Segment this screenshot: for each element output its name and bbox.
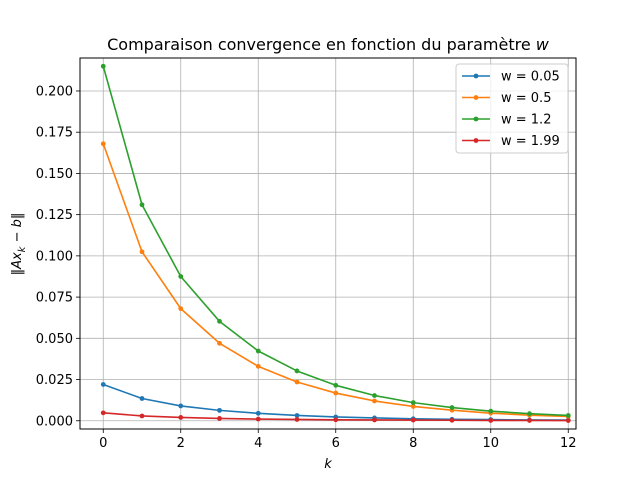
legend-marker — [473, 73, 479, 79]
data-point — [139, 202, 145, 208]
x-tick-label: 2 — [177, 436, 185, 451]
y-tick-label: 0.000 — [36, 414, 73, 429]
data-point — [139, 249, 145, 255]
legend-box — [455, 63, 569, 154]
legend-label: w = 0.5 — [501, 91, 551, 106]
data-point — [255, 348, 261, 354]
x-tick-label: 8 — [409, 436, 417, 451]
data-point — [178, 306, 184, 312]
legend-marker — [473, 116, 479, 122]
y-tick-label: 0.200 — [36, 84, 73, 99]
legend-label: w = 0.05 — [501, 70, 560, 85]
data-point — [255, 410, 261, 416]
series-3 — [100, 63, 571, 418]
data-point — [565, 418, 571, 423]
data-point — [100, 410, 106, 416]
data-point — [527, 411, 532, 417]
data-point — [294, 379, 300, 385]
series-layer — [100, 63, 571, 423]
data-point — [255, 363, 261, 369]
data-point — [255, 416, 261, 422]
data-point — [527, 418, 532, 423]
legend-entry-4: w = 1.99 — [462, 134, 560, 149]
y-tick-label: 0.025 — [36, 373, 73, 388]
x-tick-label: 10 — [482, 436, 499, 451]
series-4 — [100, 410, 571, 423]
chart-title: Comparaison convergence en fonction du p… — [107, 35, 550, 54]
grid — [80, 58, 576, 429]
data-point — [178, 415, 184, 420]
data-point — [372, 393, 377, 398]
data-point — [178, 274, 184, 279]
legend-items: w = 0.05 w = 0.5 w = 1.2 w = 1.99 — [462, 70, 560, 149]
data-point — [100, 141, 106, 147]
legend-marker — [473, 95, 479, 100]
data-point — [217, 340, 222, 346]
data-point — [449, 405, 455, 410]
plot-frame — [79, 57, 577, 430]
data-point — [217, 407, 222, 413]
data-point — [178, 403, 184, 409]
x-tick-label: 12 — [560, 436, 577, 451]
legend-label: w = 1.99 — [501, 134, 560, 149]
data-point — [410, 400, 416, 406]
data-point — [294, 417, 300, 422]
data-point — [449, 417, 455, 423]
y-tick-label: 0.050 — [36, 332, 73, 347]
x-tick-label: 0 — [99, 436, 107, 451]
data-point — [217, 416, 222, 421]
x-axis-label: k — [324, 457, 332, 472]
data-point — [410, 404, 416, 409]
data-point — [139, 413, 145, 419]
data-point — [139, 396, 145, 401]
legend-entry-1: w = 0.05 — [462, 70, 560, 85]
data-point — [333, 417, 339, 423]
data-point — [565, 413, 571, 418]
data-point — [294, 368, 300, 374]
y-tick-label: 0.125 — [36, 208, 73, 223]
data-point — [372, 398, 377, 404]
y-tick-label: 0.100 — [36, 249, 73, 264]
data-point — [488, 408, 494, 414]
legend-marker — [473, 138, 479, 143]
data-point — [100, 382, 106, 387]
y-tick-label: 0.175 — [36, 126, 73, 141]
data-point — [217, 318, 222, 324]
data-point — [333, 390, 339, 396]
data-point — [372, 417, 377, 423]
data-point — [333, 382, 339, 388]
y-tick-label: 0.150 — [36, 167, 73, 182]
legend-entry-3: w = 1.2 — [462, 113, 551, 128]
data-point — [100, 63, 106, 69]
legend-entry-2: w = 0.5 — [462, 91, 551, 106]
x-tick-label: 6 — [332, 436, 340, 451]
legend-label: w = 1.2 — [501, 113, 551, 128]
x-tick-label: 4 — [254, 436, 262, 451]
data-point — [410, 417, 416, 423]
data-point — [488, 418, 494, 423]
data-point — [294, 413, 300, 418]
ticks: 0 2 4 6 8 10 12 0.000 0.025 0.050 0.075 0.100 0.125 0… — [36, 84, 577, 451]
y-axis-label: ‖Axk − b‖ — [10, 213, 28, 276]
legend: w = 0.05 w = 0.5 w = 1.2 w = 1.99 — [455, 63, 569, 154]
y-tick-label: 0.075 — [36, 291, 73, 306]
